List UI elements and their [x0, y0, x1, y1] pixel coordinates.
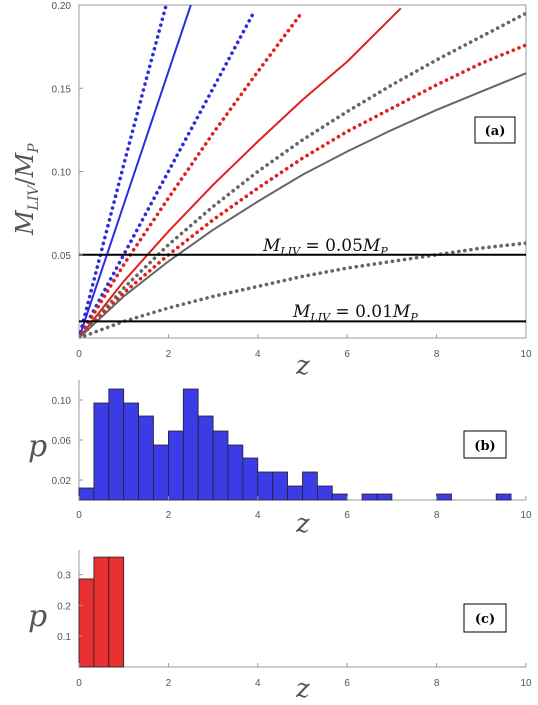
x-tick-label: 8: [434, 678, 440, 689]
panel-a-x-ticks: 0 2 4 6 8 10: [76, 334, 532, 360]
panel-b-bars: [78, 388, 512, 501]
histogram-bar: [361, 493, 378, 501]
x-tick-label: 4: [255, 678, 261, 689]
series-blue-dotted-0: [79, 5, 169, 338]
histogram-bar: [495, 493, 512, 501]
histogram-bar: [376, 493, 393, 501]
series-gray-solid-7: [79, 72, 526, 338]
x-tick-label: 0: [76, 678, 82, 689]
x-tick-label: 4: [255, 349, 261, 360]
y-tick-label: 0.10: [52, 396, 72, 407]
y-tick-label: 0.2: [57, 601, 71, 612]
panel-b-y-label: p: [28, 429, 47, 464]
series-blue-dotted-2: [79, 11, 256, 338]
histogram-bar: [436, 493, 452, 501]
y-tick-label: 0.3: [57, 571, 71, 582]
panel-b-label-box: [463, 430, 507, 459]
histogram-bar: [93, 402, 110, 501]
x-tick-label: 8: [434, 349, 440, 360]
y-tick-label: 0.02: [52, 476, 72, 487]
y-tick-label: 0.15: [52, 84, 72, 95]
y-tick-label: 0.1: [57, 632, 71, 643]
panel-a-y-label: MLIV/MP: [11, 143, 42, 236]
panel-c-label: (c): [475, 612, 495, 627]
y-tick-label: 0.05: [52, 251, 72, 262]
panel-a-y-ticks: 0.05 0.10 0.15 0.20: [52, 1, 83, 262]
histogram-bar: [93, 556, 110, 668]
x-tick-label: 10: [520, 510, 532, 521]
histogram-bar: [197, 415, 214, 501]
histogram-bar: [108, 388, 125, 501]
x-tick-label: 2: [166, 349, 172, 360]
series-gray-dotted-5: [79, 11, 526, 338]
panel-c: 0.1 0.2 0.3 0 2 4 6 8 10 (c) p z: [28, 550, 532, 704]
panel-c-x-label: z: [295, 674, 310, 704]
histogram-bar: [212, 430, 229, 501]
panel-a-x-label: z: [295, 351, 310, 381]
histogram-bar: [138, 415, 154, 501]
histogram-bar: [167, 430, 184, 501]
histogram-bar: [108, 556, 125, 668]
histogram-bar: [78, 487, 95, 501]
panel-a-frame: [78, 4, 527, 339]
y-tick-label: 0.20: [52, 1, 72, 12]
panel-b-x-label: z: [295, 509, 310, 539]
panel-a-curves: [79, 5, 526, 338]
y-tick-label: 0.06: [52, 436, 72, 447]
histogram-bar: [182, 388, 199, 501]
panel-b-y-ticks: 0.02 0.06 0.10: [52, 396, 83, 487]
histogram-bar: [153, 444, 169, 501]
x-tick-label: 6: [344, 510, 350, 521]
histogram-bar: [287, 485, 303, 501]
histogram-bar: [316, 485, 333, 501]
x-tick-label: 8: [434, 510, 440, 521]
panel-b-x-ticks: 0 2 4 6 8 10: [76, 496, 532, 521]
histogram-bar: [257, 471, 274, 501]
histogram-bar: [227, 444, 244, 501]
panel-c-bars: [78, 556, 125, 668]
series-blue-solid-1: [79, 5, 192, 338]
panel-a-label: (a): [485, 124, 506, 139]
histogram-bar: [123, 402, 139, 501]
x-tick-label: 6: [344, 349, 350, 360]
x-tick-label: 2: [166, 678, 172, 689]
histogram-bar: [331, 493, 348, 501]
series-red-dotted-6: [79, 43, 526, 338]
panel-b-label: (b): [474, 439, 495, 454]
series-red-dotted-3: [79, 9, 305, 338]
panel-a: MLIV = 0.05MP MLIV = 0.01MP 0.05 0.10 0.15…: [11, 1, 532, 381]
eq-label-0-01: MLIV = 0.01MP: [292, 302, 418, 324]
x-tick-label: 6: [344, 678, 350, 689]
x-tick-label: 2: [166, 510, 172, 521]
y-tick-label: 0.10: [52, 168, 72, 179]
histogram-bar: [78, 578, 95, 668]
histogram-bar: [272, 471, 288, 501]
x-tick-label: 4: [255, 510, 261, 521]
series-red-solid-4: [79, 7, 402, 338]
series-gray-dotted-8: [79, 241, 526, 338]
panel-c-label-box: [463, 603, 507, 633]
panel-c-x-ticks: 0 2 4 6 8 10: [76, 663, 532, 689]
x-tick-label: 10: [520, 349, 532, 360]
histogram-bar: [302, 471, 318, 501]
histogram-bar: [242, 457, 259, 501]
panel-c-y-label: p: [28, 599, 47, 634]
panel-c-y-ticks: 0.1 0.2 0.3: [57, 571, 83, 643]
panel-a-label-box: [474, 116, 516, 144]
x-tick-label: 0: [76, 510, 82, 521]
x-tick-label: 10: [520, 678, 532, 689]
eq-label-0-05: MLIV = 0.05MP: [262, 236, 388, 258]
panel-b: 0.02 0.06 0.10 0 2 4 6 8 10 (b) p z: [28, 380, 532, 539]
x-tick-label: 0: [76, 349, 82, 360]
